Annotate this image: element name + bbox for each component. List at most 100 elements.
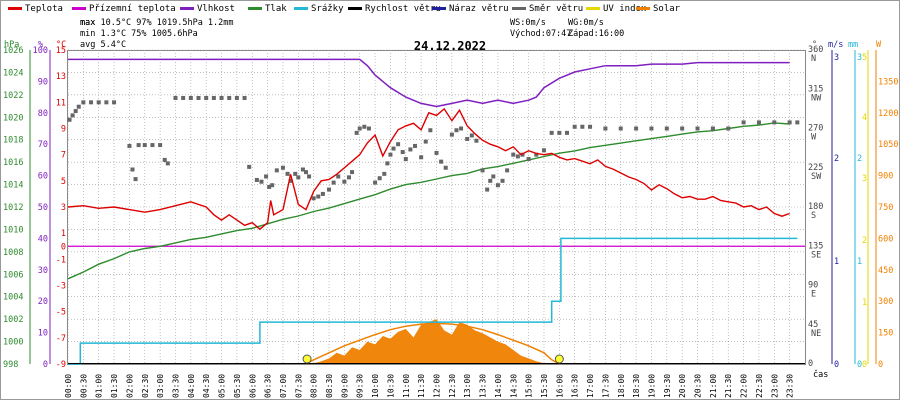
wind-dir-point	[541, 148, 546, 153]
temp-tick-label: 9	[61, 125, 66, 135]
wind-dir-point	[96, 100, 101, 105]
wind-dir-point	[267, 184, 272, 189]
wind-dir-point	[270, 183, 275, 188]
time-tick-label: 03:30	[171, 374, 180, 398]
solar-tick-label: 1350	[878, 77, 898, 87]
time-tick-label: 01:00	[95, 374, 104, 398]
time-tick-label: 05:30	[233, 374, 242, 398]
legend-swatch	[248, 7, 262, 10]
temp-tick-label: -5	[56, 308, 66, 318]
wind-dir-point	[428, 128, 433, 133]
time-tick-label: 22:30	[755, 374, 764, 398]
time-tick-label: 20:00	[678, 374, 687, 398]
wind-dir-point	[247, 164, 252, 169]
time-tick-label: 09:30	[356, 374, 365, 398]
pct-tick-label: 30	[38, 266, 48, 276]
temp-tick-label: -1	[56, 255, 66, 265]
wind-dir-point	[756, 120, 761, 125]
wind-dir-point	[150, 143, 155, 148]
wind-dir-point	[130, 167, 135, 172]
wind-dir-point	[434, 150, 439, 155]
dir-compass-label: N	[811, 54, 816, 64]
temperature-line	[67, 107, 790, 231]
time-tick-label: 10:00	[371, 374, 380, 398]
wind-dir-point	[634, 126, 639, 131]
unit-w: W	[876, 40, 882, 50]
time-tick-label: 10:30	[386, 374, 395, 398]
sun-marker	[302, 354, 312, 364]
wind-dir-point	[346, 175, 351, 180]
dir-compass-label: E	[811, 290, 816, 300]
solar-tick-label: 1200	[878, 109, 898, 119]
temp-tick-label: 1	[61, 229, 66, 239]
hpa-tick-label: 1014	[3, 181, 23, 191]
legend-label: Přízemní teplota	[89, 4, 176, 14]
wind-dir-point	[227, 95, 232, 100]
legend-label: Tlak	[265, 4, 287, 14]
time-tick-label: 08:00	[310, 374, 319, 398]
wind-dir-point	[342, 179, 347, 184]
wind-dir-point	[520, 152, 525, 157]
time-tick-label: 13:00	[463, 374, 472, 398]
wind-dir-point	[73, 109, 78, 114]
time-tick-label: 02:30	[141, 374, 150, 398]
wind-tick-label: 3	[834, 53, 839, 63]
wind-dir-point	[454, 128, 459, 133]
dir-compass-label: NW	[811, 93, 822, 103]
time-tick-label: 09:00	[340, 374, 349, 398]
wind-dir-point	[234, 95, 239, 100]
pct-tick-label: 20	[38, 297, 48, 307]
temp-tick-label: 5	[61, 177, 66, 187]
wind-dir-point	[173, 95, 178, 100]
wind-dir-point	[588, 124, 593, 129]
wind-dir-point	[133, 177, 138, 182]
wind-dir-point	[181, 95, 186, 100]
wind-dir-point	[81, 100, 86, 105]
uv-tick-label: 1	[862, 298, 867, 308]
dir-compass-label: NE	[811, 329, 821, 339]
time-tick-label: 12:00	[433, 374, 442, 398]
hpa-tick-label: 1016	[3, 158, 23, 168]
stats-max-label: max	[80, 18, 95, 28]
time-tick-label: 08:30	[325, 374, 334, 398]
time-tick-label: 03:00	[156, 374, 165, 398]
wind-dir-point	[443, 165, 448, 170]
pct-tick-label: 100	[33, 46, 48, 56]
time-tick-label: 05:00	[218, 374, 227, 398]
grid	[67, 49, 805, 365]
time-tick-label: 17:00	[586, 374, 595, 398]
legend-swatch	[348, 7, 362, 10]
wind-dir-point	[396, 142, 401, 147]
time-tick-label: 12:30	[448, 374, 457, 398]
wind-dir-point	[787, 120, 792, 125]
wind-dir-point	[300, 167, 305, 172]
wind-dir-point	[439, 159, 444, 164]
wind-dir-point	[219, 95, 224, 100]
time-tick-label: 17:30	[601, 374, 610, 398]
wind-dir-point	[280, 165, 285, 170]
uv-tick-label: 3	[862, 174, 867, 184]
unit-hpa: hPa	[4, 40, 19, 50]
time-tick-label: 18:00	[617, 374, 626, 398]
time-tick-label: 18:30	[632, 374, 641, 398]
wind-dir-point	[331, 180, 336, 185]
unit-degc: °C	[56, 40, 66, 50]
wind-dir-point	[526, 157, 531, 162]
hpa-tick-label: 1004	[3, 293, 23, 303]
wind-tick-label: 2	[834, 154, 839, 164]
wind-dir-point	[423, 139, 428, 144]
stats-avg-row: avg 5.4°C	[80, 40, 126, 50]
time-tick-label: 23:00	[770, 374, 779, 398]
hpa-tick-label: 1006	[3, 270, 23, 280]
legend-swatch	[636, 7, 650, 10]
time-tick-label: 19:00	[647, 374, 656, 398]
dir-tick-label: 180	[808, 202, 823, 212]
wind-dir-point	[211, 95, 216, 100]
wind-dir-point	[491, 174, 496, 179]
wind-dir-point	[391, 146, 396, 151]
wind-dir-point	[580, 124, 585, 129]
solar-tick-label: 150	[878, 329, 893, 339]
wind-dir-point	[449, 132, 454, 137]
hpa-tick-label: 1012	[3, 203, 23, 213]
pct-tick-label: 10	[38, 329, 48, 339]
